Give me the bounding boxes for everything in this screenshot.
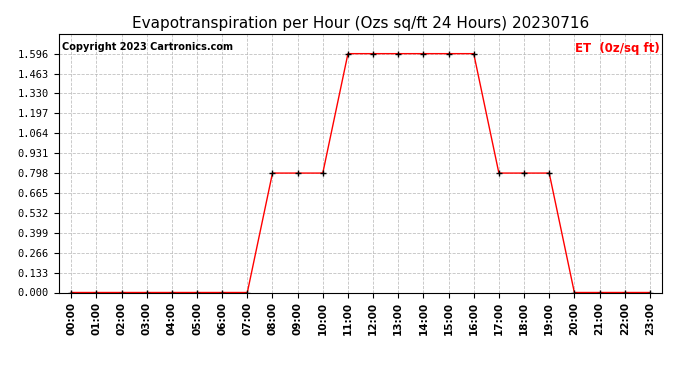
Title: Evapotranspiration per Hour (Ozs sq/ft 24 Hours) 20230716: Evapotranspiration per Hour (Ozs sq/ft 2… — [132, 16, 589, 31]
Text: ET  (0z/sq ft): ET (0z/sq ft) — [575, 42, 660, 54]
Text: Copyright 2023 Cartronics.com: Copyright 2023 Cartronics.com — [61, 42, 233, 51]
